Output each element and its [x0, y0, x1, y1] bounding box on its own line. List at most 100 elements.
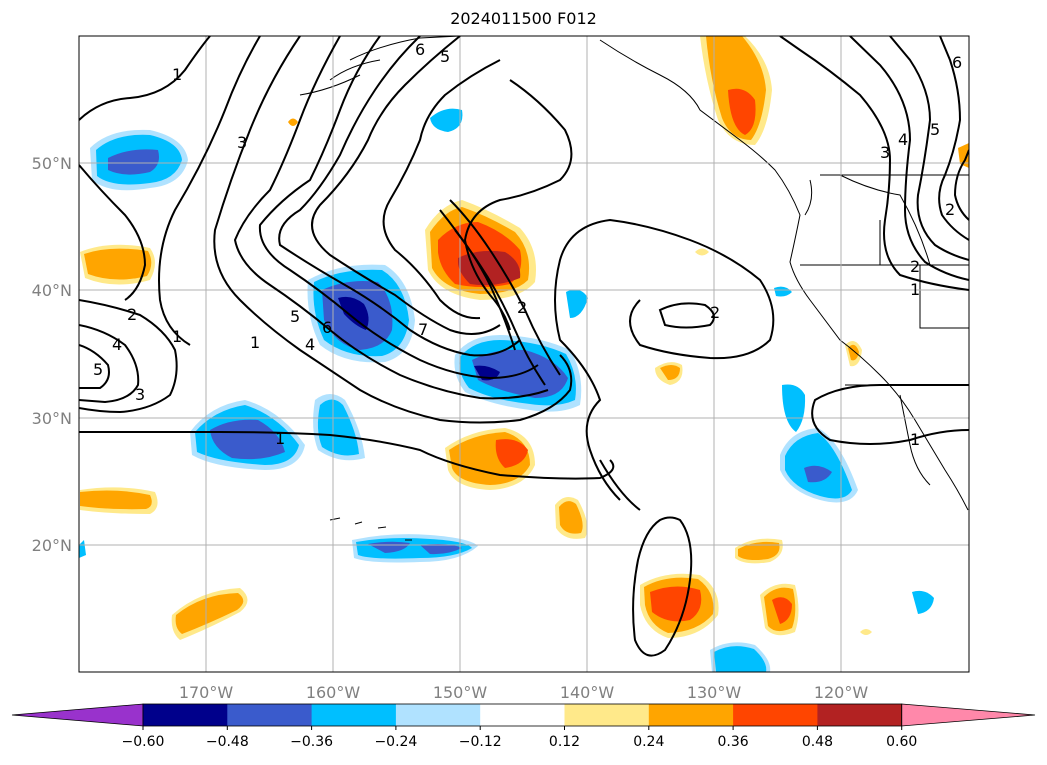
contour-line	[658, 302, 715, 329]
lat-label: 40°N	[32, 281, 72, 300]
contour-line	[158, 36, 261, 346]
contour-line	[599, 459, 641, 511]
plot-frame	[78, 35, 970, 673]
colorbar-tick-label: −0.12	[459, 734, 502, 750]
contour-line	[311, 36, 501, 335]
contour-label: 3	[135, 385, 145, 404]
contour-label: 2	[910, 257, 920, 276]
colorbar-segment	[817, 704, 903, 726]
latitude-labels: 50°N 40°N 30°N 20°N	[32, 154, 72, 555]
contour-line	[938, 36, 969, 241]
colorbar-segment	[227, 704, 313, 726]
contour-label: 7	[418, 320, 428, 339]
contour-label: 1	[172, 327, 182, 346]
contour-label: 2	[710, 303, 720, 322]
colorbar-tick-label: −0.24	[374, 734, 417, 750]
colorbar-segment	[143, 704, 228, 726]
contour-label: 3	[237, 133, 247, 152]
contour-labels: 1 3 5 6 2 4 5 3 1 2 1 5 6 4 7 1 2 2 1 2 …	[93, 40, 962, 449]
contour-line	[889, 36, 969, 261]
map-title: 2024011500 F012	[450, 9, 597, 28]
lat-label: 30°N	[32, 409, 72, 428]
lon-label: 130°W	[687, 683, 742, 702]
contour-lines	[79, 36, 969, 657]
contour-line	[454, 229, 516, 351]
contour-line	[278, 36, 521, 357]
border-line	[800, 174, 969, 386]
lon-label: 140°W	[560, 683, 615, 702]
contour-label: 3	[880, 143, 890, 162]
island	[329, 517, 412, 541]
contour-line	[849, 36, 969, 281]
colorbar-segment	[311, 704, 397, 726]
contour-label: 5	[290, 307, 300, 326]
contour-label: 6	[952, 53, 962, 72]
longitude-labels: 170°W 160°W 150°W 140°W 130°W 120°W	[179, 683, 869, 702]
colorbar-extend-min	[11, 703, 144, 727]
contour-label: 1	[172, 65, 182, 84]
contour-label: 6	[415, 40, 425, 59]
colorbar-tick-label: −0.48	[206, 734, 249, 750]
colorbar-tick-label: −0.36	[290, 734, 333, 750]
lat-label: 20°N	[32, 536, 72, 555]
colorbar: −0.60 −0.48 −0.36 −0.24 −0.12 0.12 0.24 0.36 0.4…	[11, 703, 1036, 750]
colorbar-tick-label: 0.60	[886, 734, 917, 750]
contour-label: 4	[898, 130, 908, 149]
colorbar-segment	[733, 704, 818, 726]
colorbar-ticks: −0.60 −0.48 −0.36 −0.24 −0.12 0.12 0.24 0.36 0.4…	[122, 726, 917, 750]
contour-label: 2	[127, 305, 137, 324]
lon-label: 120°W	[814, 683, 869, 702]
contour-line	[79, 164, 147, 301]
contour-label: 5	[440, 47, 450, 66]
colorbar-extend-max	[901, 703, 1036, 727]
coastline	[804, 179, 931, 486]
coastlines	[299, 36, 969, 541]
colorbar-tick-label: 0.36	[718, 734, 749, 750]
contour-label: 1	[275, 429, 285, 448]
colorbar-segments	[11, 703, 1036, 727]
lat-label: 50°N	[32, 154, 72, 173]
contour-line	[79, 430, 615, 480]
contour-line	[233, 36, 549, 400]
contour-line	[79, 324, 140, 404]
lon-label: 170°W	[179, 683, 234, 702]
contour-line	[79, 344, 110, 389]
contour-line	[632, 516, 693, 657]
coastline	[599, 39, 969, 511]
contour-line	[449, 199, 561, 376]
contour-label: 1	[250, 333, 260, 352]
colorbar-segment	[395, 704, 481, 726]
contour-label: 2	[945, 200, 955, 219]
colorbar-tick-label: 0.24	[633, 734, 664, 750]
colorbar-tick-label: 0.48	[802, 734, 833, 750]
colorbar-border	[142, 703, 903, 727]
colorbar-tick-label: 0.12	[549, 734, 580, 750]
contour-label: 5	[93, 360, 103, 379]
contour-line	[463, 79, 573, 331]
contour-line	[779, 36, 969, 291]
colorbar-tick-label: −0.60	[122, 734, 165, 750]
contour-line	[79, 36, 211, 121]
colorbar-segment	[648, 704, 734, 726]
contour-line	[811, 383, 969, 445]
contour-label: 1	[910, 430, 920, 449]
lon-label: 150°W	[433, 683, 488, 702]
contour-line	[258, 36, 539, 380]
shaded-anomalies	[79, 36, 969, 672]
contour-label: 6	[322, 318, 332, 337]
contour-line	[213, 36, 573, 424]
contour-label: 4	[305, 335, 315, 354]
contour-label: 1	[910, 280, 920, 299]
contour-label: 4	[112, 335, 122, 354]
colorbar-segment	[480, 704, 565, 726]
contour-line	[382, 59, 501, 320]
plot-area: 1 3 5 6 2 4 5 3 1 2 1 5 6 4 7 1 2 2 1 2 …	[79, 36, 969, 672]
contour-line	[79, 299, 178, 414]
contour-line	[554, 218, 775, 501]
colorbar-segment	[564, 704, 650, 726]
lon-label: 160°W	[306, 683, 361, 702]
contour-line	[953, 149, 969, 221]
contour-label: 2	[517, 298, 527, 317]
contour-label: 5	[930, 120, 940, 139]
